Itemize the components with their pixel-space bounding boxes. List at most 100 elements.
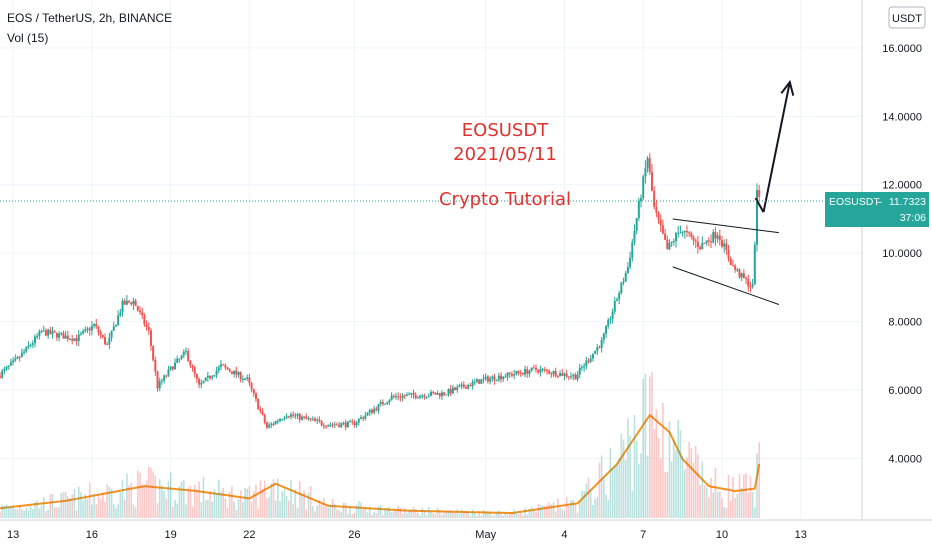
- candle-body: [626, 266, 629, 274]
- price-axis-panel[interactable]: [862, 0, 932, 550]
- price-tag-countdown: 37:06: [900, 212, 926, 224]
- drawings-layer[interactable]: [672, 79, 795, 305]
- candles-layer[interactable]: [0, 152, 761, 431]
- candle-body: [688, 232, 691, 234]
- candle-body: [467, 385, 470, 389]
- volume-bar: [360, 502, 362, 518]
- candle-body: [742, 273, 745, 279]
- projection-arrow-tail: [754, 197, 765, 213]
- candle-body: [42, 330, 45, 332]
- candle-body: [213, 374, 216, 377]
- candle-body: [344, 422, 347, 428]
- candle-body: [657, 212, 660, 220]
- candle-body: [447, 389, 450, 395]
- volume-bar: [18, 505, 21, 518]
- volume-bar: [638, 463, 640, 518]
- candle-body: [653, 190, 656, 208]
- price-tick-label: 12.0000: [882, 180, 922, 192]
- volume-bar: [233, 501, 235, 518]
- volume-bar: [158, 479, 161, 518]
- volume-bar: [469, 515, 472, 518]
- volume-bar: [736, 494, 739, 518]
- candle-body: [189, 360, 192, 366]
- candle-body: [578, 367, 581, 375]
- candle-body: [666, 239, 669, 250]
- candle-body: [460, 384, 463, 386]
- candle-body: [430, 391, 432, 396]
- volume-bar: [701, 461, 704, 518]
- volume-bar: [60, 492, 63, 518]
- candle-body: [327, 425, 330, 427]
- candle-body: [66, 335, 69, 340]
- volume-bar: [740, 488, 743, 518]
- candle-body: [572, 374, 575, 377]
- price-tick-label: 8.0000: [888, 317, 922, 329]
- volume-bar: [91, 504, 93, 518]
- volume-bar: [552, 502, 555, 518]
- candle-body: [307, 418, 310, 420]
- volume-bar: [187, 487, 189, 518]
- volume-bar: [635, 440, 638, 518]
- currency-button-label: USDT: [892, 13, 922, 25]
- volume-bar: [686, 457, 688, 518]
- volume-bar: [694, 445, 697, 518]
- candle-body: [64, 335, 67, 339]
- candle-body: [403, 395, 406, 397]
- volume-bar: [541, 505, 544, 518]
- candle-body: [370, 409, 373, 413]
- volume-bar: [428, 506, 430, 518]
- channel-lower-line[interactable]: [672, 266, 780, 305]
- candle-body: [574, 374, 577, 380]
- candle-body: [250, 383, 253, 390]
- annotation-text[interactable]: EOSUSDT 2021/05/11 Crypto Tutorial: [439, 120, 571, 210]
- volume-bar: [307, 492, 310, 518]
- candle-body: [664, 233, 667, 240]
- volume-bar: [56, 507, 58, 518]
- volume-bar: [412, 506, 415, 518]
- volume-bar: [725, 507, 728, 518]
- volume-bar: [384, 509, 386, 518]
- volume-bar: [644, 373, 647, 518]
- candle-body: [432, 391, 435, 393]
- candle-body: [563, 373, 566, 376]
- candle-body: [23, 351, 26, 353]
- candle-body: [211, 376, 214, 379]
- volume-bar: [139, 472, 141, 518]
- chart-legend[interactable]: EOS / TetherUS, 2h, BINANCE Vol (15): [7, 11, 172, 45]
- volume-bar: [382, 514, 384, 518]
- candle-body: [184, 351, 187, 353]
- volume-bar: [683, 469, 686, 518]
- candle-body: [622, 281, 625, 283]
- volume-bar: [371, 514, 373, 518]
- volume-bar: [670, 461, 673, 518]
- volume-bar: [336, 509, 338, 518]
- candle-body: [661, 225, 664, 234]
- candle-body: [16, 357, 19, 359]
- volume-bar: [605, 494, 607, 518]
- volume-bar: [137, 470, 139, 518]
- candle-body: [672, 241, 675, 243]
- volume-bar: [49, 494, 52, 518]
- candle-body: [349, 421, 352, 423]
- candle-body: [29, 344, 32, 346]
- candle-body: [694, 240, 697, 242]
- currency-button[interactable]: USDT: [888, 6, 926, 29]
- volume-bar: [130, 482, 133, 518]
- volume-bar: [298, 481, 301, 518]
- volume-bar: [410, 509, 413, 518]
- volume-bar: [77, 486, 80, 518]
- volume-bar: [132, 504, 135, 518]
- candle-body: [200, 383, 203, 385]
- candle-body: [25, 346, 28, 352]
- volume-bar: [292, 504, 294, 518]
- volume-bar: [115, 508, 117, 518]
- channel-upper-line[interactable]: [672, 218, 779, 234]
- candle-body: [497, 375, 500, 381]
- time-axis-panel[interactable]: [0, 520, 932, 550]
- volume-bar: [322, 497, 325, 518]
- volume-bar: [316, 505, 319, 518]
- time-axis-ticks: 13 16 19 22 26 May 4 7 10 13: [7, 529, 807, 541]
- projection-arrow-line[interactable]: [762, 81, 791, 213]
